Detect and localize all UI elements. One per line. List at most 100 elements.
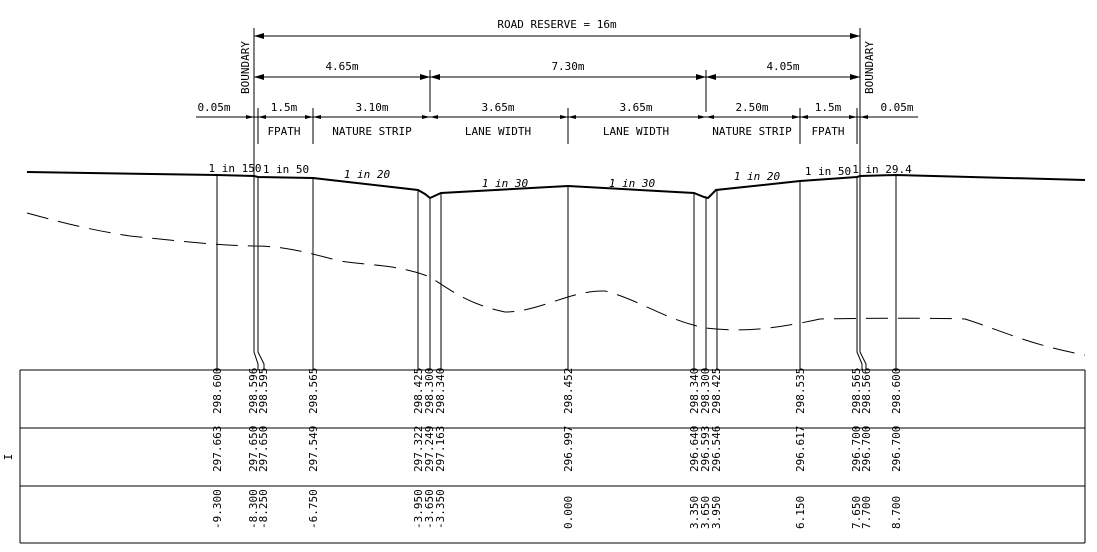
dim-label: 3.65m [619, 101, 652, 114]
arrow-head-icon [258, 115, 266, 119]
offset-value: -3.650 [423, 489, 436, 529]
design-level-value: 298.600 [211, 368, 224, 414]
zone-label-fpath: FPATH [811, 125, 844, 138]
existing-level-value: 296.700 [850, 426, 863, 472]
design-level-value: 298.596 [247, 368, 260, 414]
zone-label-nature-strip: NATURE STRIP [332, 125, 412, 138]
existing-level-value: 296.997 [562, 426, 575, 472]
design-level-value: 298.300 [699, 368, 712, 414]
dim-label: 1.5m [815, 101, 842, 114]
arrow-head-icon [246, 115, 254, 119]
arrow-head-icon [850, 74, 860, 80]
design-level-value: 298.452 [562, 368, 575, 414]
offset-value: -8.250 [257, 489, 270, 529]
dim-label: 4.65m [325, 60, 358, 73]
arrow-head-icon [792, 115, 800, 119]
design-level-value: 298.425 [710, 368, 723, 414]
station-line [856, 177, 863, 370]
zone-label-nature-strip: NATURE STRIP [712, 125, 792, 138]
grade-label: 1 in 50 [263, 163, 309, 176]
existing-level-value: 296.700 [890, 426, 903, 472]
existing-level-value: 296.546 [710, 426, 723, 472]
small-dimension-row: 0.05m 1.5m 3.10m 3.65m 3.65m 2.50m 1.5m … [196, 101, 918, 144]
arrow-head-icon [305, 115, 313, 119]
dim-label: 0.05m [880, 101, 913, 114]
existing-level-value: 297.163 [434, 426, 447, 472]
arrow-head-icon [849, 115, 857, 119]
design-level-value: 298.425 [412, 368, 425, 414]
existing-surface-line [26, 212, 1086, 356]
offset-row: -9.300 -8.300 -8.250 -6.750 -3.950 -3.65… [211, 489, 903, 529]
zone-label-fpath: FPATH [267, 125, 300, 138]
grade-label: 1 in 30 [482, 177, 529, 190]
design-level-value: 298.300 [423, 368, 436, 414]
design-level-value: 298.565 [850, 368, 863, 414]
design-level-value: 298.565 [307, 368, 320, 414]
left-boundary-label: BOUNDARY [239, 41, 252, 94]
design-level-value: 298.340 [434, 368, 447, 414]
design-level-value: 298.340 [688, 368, 701, 414]
station-line [257, 177, 265, 370]
arrow-head-icon [800, 115, 808, 119]
existing-level-value: 297.663 [211, 426, 224, 472]
grade-label: 1 in 50 [805, 165, 851, 178]
offset-value: 3.650 [699, 496, 712, 529]
arrow-head-icon [860, 115, 868, 119]
station-line [253, 176, 259, 370]
right-boundary-label: BOUNDARY [863, 41, 876, 94]
arrow-head-icon [313, 115, 321, 119]
design-level-value: 298.566 [860, 368, 873, 414]
arrow-head-icon [560, 115, 568, 119]
grade-label: 1 in 150 [209, 162, 262, 175]
existing-level-value: 297.249 [423, 426, 436, 472]
grade-label: 1 in 29.4 [852, 163, 912, 176]
arrow-head-icon [568, 115, 576, 119]
existing-level-row: 297.663 297.650 297.650 297.549 297.322 … [211, 426, 903, 472]
arrow-head-icon [696, 74, 706, 80]
offset-value: 7.700 [860, 496, 873, 529]
dim-label: 3.10m [355, 101, 388, 114]
offset-value: 3.350 [688, 496, 701, 529]
offset-value: 7.650 [850, 496, 863, 529]
offset-value: -3.950 [412, 489, 425, 529]
existing-level-value: 297.650 [247, 426, 260, 472]
zone-label-lane-width: LANE WIDTH [603, 125, 669, 138]
offset-value: -6.750 [307, 489, 320, 529]
offset-value: -9.300 [211, 489, 224, 529]
existing-level-value: 297.322 [412, 426, 425, 472]
existing-level-value: 297.650 [257, 426, 270, 472]
station-line [859, 176, 867, 370]
offset-value: 0.000 [562, 496, 575, 529]
dim-label: 3.65m [481, 101, 514, 114]
offset-value: -8.300 [247, 489, 260, 529]
arrow-head-icon [254, 33, 264, 39]
offset-value: 8.700 [890, 496, 903, 529]
road-reserve-label: ROAD RESERVE = 16m [497, 18, 617, 31]
dim-label: 2.50m [735, 101, 768, 114]
offset-value: 6.150 [794, 496, 807, 529]
dim-label: 1.5m [271, 101, 298, 114]
arrow-head-icon [254, 74, 264, 80]
level-table: I [2, 369, 1086, 544]
station-lines [216, 175, 897, 370]
zone-label-lane-width: LANE WIDTH [465, 125, 531, 138]
grade-label: 1 in 20 [734, 170, 781, 183]
arrow-head-icon [850, 33, 860, 39]
offset-value: 3.950 [710, 496, 723, 529]
design-level-row: 298.600 298.596 298.595 298.565 298.425 … [211, 368, 903, 414]
arrow-head-icon [422, 115, 430, 119]
arrow-head-icon [706, 115, 714, 119]
design-surface-line [26, 171, 1086, 200]
offset-value: -3.350 [434, 489, 447, 529]
arrow-head-icon [698, 115, 706, 119]
dim-label: 0.05m [197, 101, 230, 114]
mid-dimension-row: 4.65m 7.30m 4.05m [254, 60, 860, 112]
arrow-head-icon [430, 74, 440, 80]
design-level-value: 298.535 [794, 368, 807, 414]
design-level-value: 298.600 [890, 368, 903, 414]
existing-level-value: 296.593 [699, 426, 712, 472]
existing-level-value: 296.700 [860, 426, 873, 472]
arrow-head-icon [430, 115, 438, 119]
table-side-mark: I [2, 454, 15, 461]
